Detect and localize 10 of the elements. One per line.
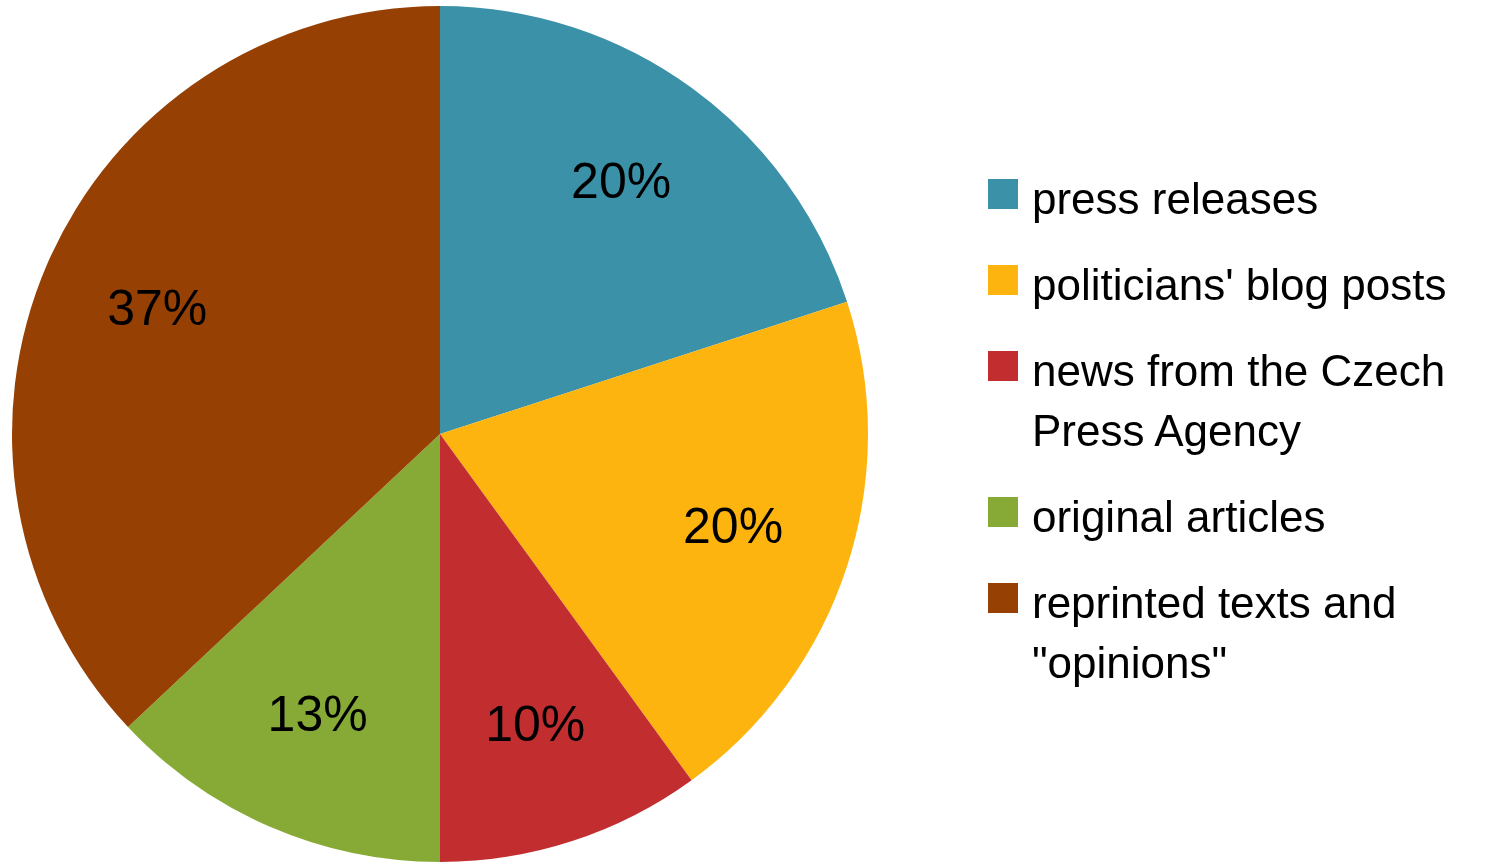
legend-label: news from the Czech Press Agency: [1032, 345, 1447, 457]
legend-label: reprinted texts and "opinions": [1032, 577, 1398, 689]
data-label: 37%: [107, 280, 208, 337]
data-label: 13%: [267, 685, 368, 742]
data-label: 20%: [683, 498, 784, 555]
data-label: 10%: [485, 695, 586, 752]
legend-label: politicians' blog posts: [1032, 259, 1447, 311]
data-label: 20%: [571, 153, 672, 210]
legend-label: press releases: [1032, 173, 1319, 225]
legend-label: original articles: [1032, 491, 1326, 543]
